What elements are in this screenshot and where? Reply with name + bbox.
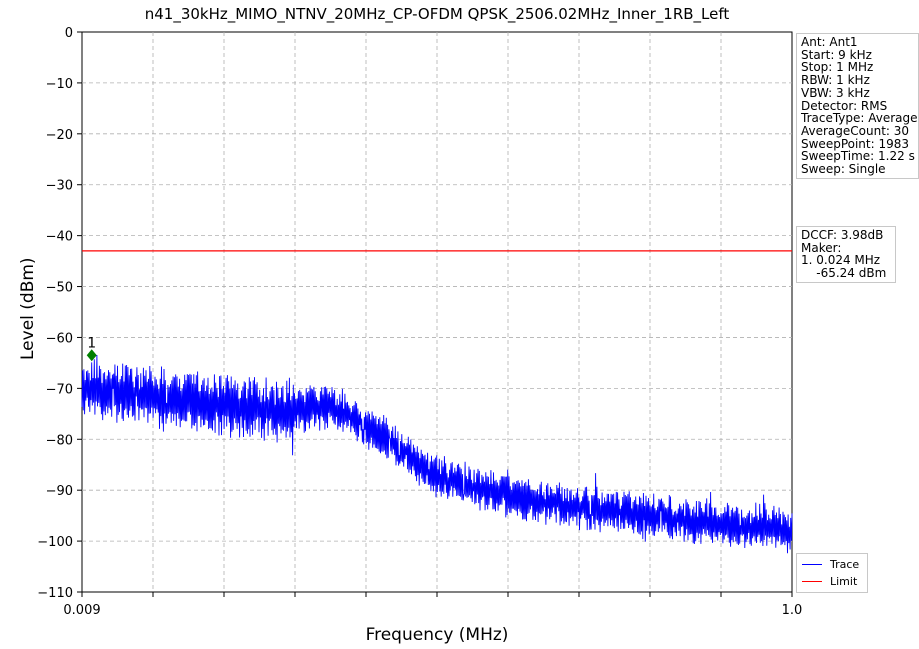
legend-label-limit: Limit (830, 575, 858, 588)
x-tick-label: 0.009 (63, 603, 100, 618)
grid-lines (82, 32, 792, 592)
y-axis-label: Level (dBm) (18, 257, 38, 360)
legend: Trace Limit (796, 553, 868, 593)
marker-diamond (86, 349, 97, 362)
legend-label-trace: Trace (830, 558, 860, 571)
info-line: Ant: Ant1 (801, 35, 858, 49)
y-tick-label: −110 (37, 586, 73, 601)
sweep-info-box: Ant: Ant1 Start: 9 kHz Stop: 1 MHz RBW: … (796, 33, 919, 179)
x-tick-label: 1.0 (782, 603, 803, 618)
y-tick-label: −10 (46, 77, 73, 92)
y-tick-label: −80 (46, 433, 73, 448)
info-line: Sweep: Single (801, 162, 886, 177)
legend-swatch-trace (802, 564, 822, 565)
x-axis-label: Frequency (MHz) (365, 625, 509, 645)
chart-title: n41_30kHz_MIMO_NTNV_20MHz_CP-OFDM QPSK_2… (144, 5, 730, 23)
y-tick-label: −30 (46, 179, 73, 194)
legend-item-limit: Limit (802, 575, 857, 588)
marker-line: Maker: (801, 240, 842, 255)
info-line: VBW: 3 kHz (801, 85, 870, 100)
y-tick-label: −60 (46, 331, 73, 346)
y-tick-label: −50 (46, 281, 73, 296)
series-layer (81, 250, 793, 554)
y-tick-label: −40 (46, 230, 73, 245)
legend-swatch-limit (802, 581, 822, 582)
info-line: Start: 9 kHz (801, 47, 872, 62)
info-line: Stop: 1 MHz (801, 60, 874, 75)
y-tick-label: 0 (65, 26, 73, 41)
series-line-trace (81, 354, 793, 554)
y-tick-label: −90 (46, 484, 73, 499)
marker-label: 1 (87, 335, 96, 351)
x-axis-ticks: 0.009 1.0 (63, 592, 802, 618)
info-line: SweepTime: 1.22 s (801, 149, 915, 164)
info-line: SweepPoint: 1983 (801, 136, 910, 151)
info-line: TraceType: Average (801, 111, 918, 126)
info-line: RBW: 1 kHz (801, 73, 870, 88)
marker-info-box: DCCF: 3.98dB Maker: 1. 0.024 MHz -65.24 … (796, 226, 896, 283)
y-tick-label: −20 (46, 128, 73, 143)
y-tick-label: −70 (46, 382, 73, 397)
marker-line: -65.24 dBm (801, 266, 887, 281)
info-line: AverageCount: 30 (801, 123, 910, 138)
marker-line: DCCF: 3.98dB (801, 228, 884, 242)
y-axis-ticks: 0 −10 −20 −30 −40 −50 −60 −70 −80 −90 −100 −110 (37, 26, 82, 601)
legend-item-trace: Trace (802, 558, 859, 571)
marker-line: 1. 0.024 MHz (801, 253, 881, 268)
marker-layer: 1 (86, 335, 97, 362)
info-line: Detector: RMS (801, 98, 888, 113)
y-tick-label: −100 (37, 535, 73, 550)
